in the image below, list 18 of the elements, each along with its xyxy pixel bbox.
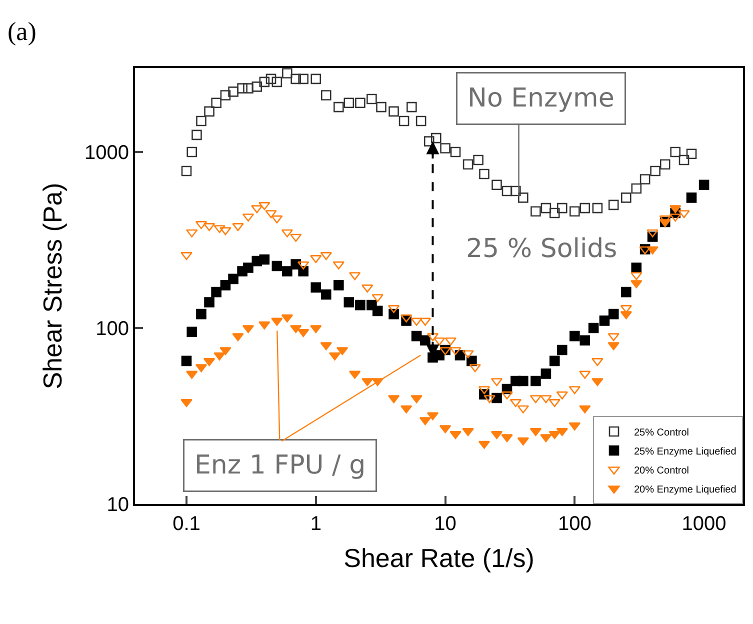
x-tick-label: 10 [434,513,456,535]
y-tick-label: 100 [96,318,129,340]
legend-label: 25% Enzyme Liquefied [634,446,736,458]
y-axis-title: Shear Stress (Pa) [37,182,68,390]
y-tick-label: 10 [106,494,129,516]
x-tick-label: 1000 [682,513,726,535]
annotation: No Enzyme [468,84,614,114]
chart-title: (a) [8,17,36,46]
x-tick-label: 100 [558,513,592,535]
x-tick-label: 1 [310,513,322,535]
legend-label: 20% Enzyme Liquefied [634,484,736,496]
y-tick-label: 1000 [84,142,129,164]
legend-label: 25% Control [634,427,690,438]
legend-label: 20% Control [634,465,690,476]
x-tick-label: 0.1 [172,513,200,535]
annotation: Enz 1 FPU / g [194,450,366,480]
annotation: 25 % Solids [466,234,618,264]
x-axis-title: Shear Rate (1/s) [344,543,534,574]
